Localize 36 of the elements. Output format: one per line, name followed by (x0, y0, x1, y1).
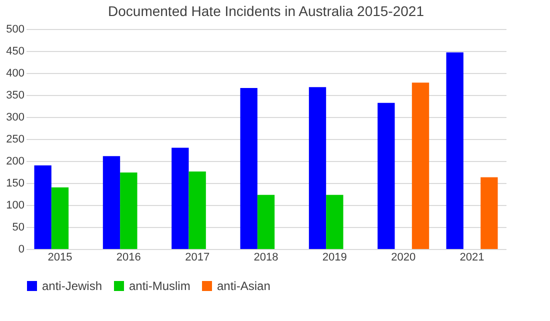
x-tick-label: 2021 (460, 252, 484, 264)
x-tick-label: 2017 (185, 252, 210, 264)
legend-label: anti-Asian (217, 279, 270, 293)
bar (326, 194, 344, 249)
y-tick-label: 0 (18, 244, 24, 256)
x-tick-label: 2015 (48, 252, 72, 264)
bar (34, 165, 52, 249)
y-tick-label: 450 (6, 46, 24, 58)
legend-label: anti-Jewish (42, 279, 102, 293)
x-tick-label: 2019 (322, 252, 347, 264)
y-tick-label: 150 (6, 178, 24, 190)
bar (308, 87, 326, 249)
bar (257, 194, 275, 249)
x-tick-label: 2016 (116, 252, 141, 264)
y-tick-label: 50 (12, 222, 24, 234)
bar (240, 88, 258, 249)
y-tick-label: 500 (6, 24, 24, 36)
y-tick-label: 400 (6, 68, 24, 80)
y-tick-label: 200 (6, 156, 24, 168)
bar (51, 187, 69, 249)
x-tick-label: 2018 (254, 252, 278, 264)
bar (412, 82, 430, 249)
x-tick-label: 2020 (391, 252, 416, 264)
bar (120, 172, 138, 249)
bar (172, 148, 189, 249)
chart-title: Documented Hate Incidents in Australia 2015-2021 (108, 3, 424, 19)
bar (480, 177, 498, 249)
bar (378, 102, 395, 249)
y-tick-label: 100 (6, 200, 24, 212)
legend-label: anti-Muslim (129, 279, 190, 293)
bar (102, 156, 120, 249)
y-tick-label: 250 (6, 134, 24, 146)
bar (446, 52, 464, 249)
y-tick-label: 300 (6, 112, 24, 124)
y-tick-label: 350 (6, 90, 24, 102)
bar (188, 172, 206, 249)
